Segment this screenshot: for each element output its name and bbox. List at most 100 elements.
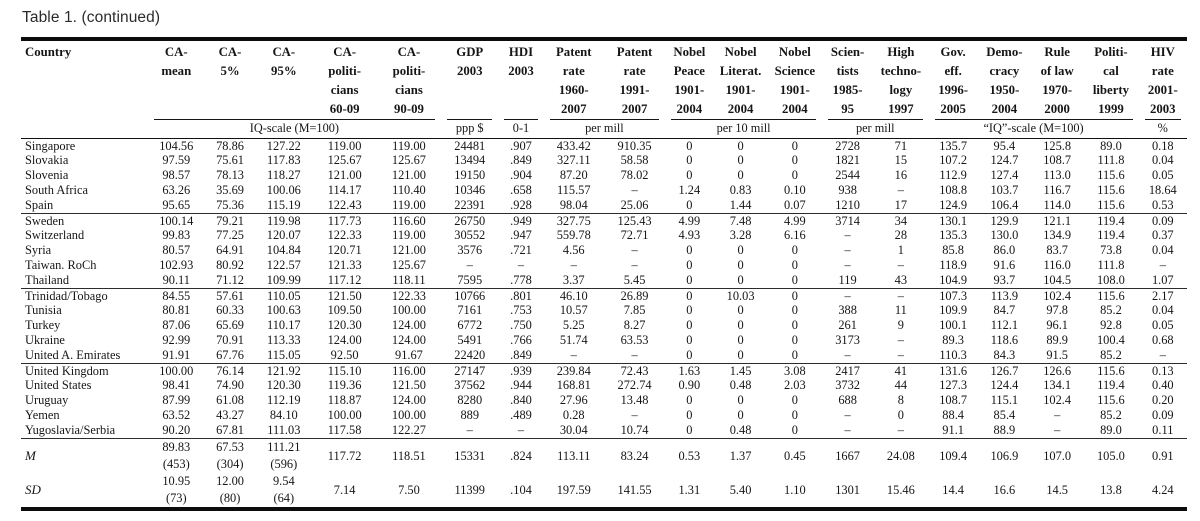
value-cell: .750 — [510, 318, 532, 333]
value-cell: 93.7 — [993, 272, 1016, 287]
value-cell: – — [844, 288, 851, 303]
unit-scale-label: ppp $ — [447, 118, 493, 138]
value-cell: 10.74 — [620, 422, 649, 437]
value-cell: 64.91 — [216, 243, 244, 258]
value-cell: 0 — [791, 333, 798, 347]
summary-value-cell: 14.4 — [942, 482, 964, 497]
value-cell: 104.84 — [266, 243, 301, 258]
value-cell: 80.81 — [162, 303, 191, 318]
value-cell: 28 — [894, 228, 908, 243]
value-cell: 115.6 — [1097, 363, 1125, 378]
value-cell: 433.42 — [556, 138, 591, 153]
value-cell: 108.7 — [1043, 153, 1072, 168]
summary-value-cell: 111.21 (596) — [267, 440, 301, 471]
value-cell: 124.00 — [391, 318, 426, 333]
value-cell: 122.43 — [327, 197, 362, 212]
country-row: Syria 80.57 64.91 104.84 120.71 121.00 3576 .72… — [21, 243, 1187, 258]
value-cell: 84.7 — [993, 303, 1016, 318]
unit-group-cell: per 10 mill — [665, 118, 822, 139]
value-cell: 119.00 — [392, 197, 426, 212]
value-cell: 15 — [894, 153, 908, 168]
unit-scale-label: % — [1144, 118, 1181, 138]
country-name-cell: Sweden — [25, 213, 65, 228]
value-cell: 121.00 — [391, 243, 426, 258]
value-cell: 77.25 — [216, 228, 244, 243]
value-cell: 118.9 — [939, 258, 967, 273]
value-cell: 97.8 — [1046, 303, 1068, 318]
column-header-country: Country — [25, 45, 72, 59]
value-cell: 0 — [737, 393, 744, 408]
summary-value-cell: 13.8 — [1100, 482, 1122, 497]
value-cell: 63.52 — [162, 408, 191, 422]
value-cell: – — [844, 258, 851, 273]
value-cell: 73.8 — [1100, 243, 1122, 258]
value-cell: 0 — [686, 168, 693, 183]
value-cell: 115.6 — [1097, 168, 1125, 183]
value-cell: 1 — [897, 243, 904, 258]
value-cell: 0.48 — [729, 422, 752, 437]
value-cell: 0 — [686, 408, 693, 422]
country-name-cell: Slovenia — [25, 168, 69, 183]
value-cell: 107.3 — [939, 288, 968, 303]
value-cell: 3.08 — [784, 363, 806, 378]
value-cell: 109.50 — [327, 303, 362, 318]
value-cell: 9 — [897, 318, 904, 333]
value-cell: 89.3 — [942, 333, 964, 347]
value-cell: – — [570, 258, 577, 273]
value-cell: .489 — [510, 408, 532, 422]
value-cell: 327.75 — [556, 213, 591, 228]
value-cell: 95.4 — [993, 138, 1016, 153]
value-cell: 84.10 — [269, 408, 298, 422]
value-cell: 119.4 — [1097, 228, 1125, 243]
value-cell: 0 — [686, 318, 693, 333]
value-cell: 119.00 — [392, 228, 426, 243]
value-cell: 67.76 — [216, 347, 244, 362]
value-cell: 91.5 — [1046, 347, 1068, 362]
country-name-cell: South Africa — [25, 183, 88, 198]
country-name-cell: Yemen — [25, 408, 60, 422]
value-cell: 0 — [791, 422, 798, 437]
value-cell: 67.81 — [216, 422, 244, 437]
value-cell: 100.63 — [266, 303, 301, 318]
value-cell: 3173 — [835, 333, 860, 347]
country-row: Slovenia 98.57 78.13 118.27 121.00 121.00 1915… — [21, 168, 1187, 183]
value-cell: 121.00 — [327, 168, 362, 183]
value-cell: 25.06 — [620, 197, 649, 212]
value-cell: – — [844, 422, 851, 437]
value-cell: 102.4 — [1043, 288, 1072, 303]
header-row: Country CA-mean CA- 5% CA- 95% CA-politi-cians… — [21, 39, 1187, 119]
value-cell: 0.05 — [1151, 168, 1174, 183]
value-cell: 24481 — [454, 138, 486, 153]
value-cell: 5.25 — [562, 318, 585, 333]
value-cell: 0 — [791, 138, 798, 153]
value-cell: – — [844, 243, 851, 258]
value-cell: 559.78 — [556, 228, 591, 243]
column-header: Patent rate 1960- 2007 — [555, 45, 592, 116]
value-cell: 0 — [737, 243, 744, 258]
value-cell: 0 — [686, 303, 693, 318]
value-cell: 116.7 — [1043, 183, 1071, 198]
value-cell: 78.86 — [216, 138, 244, 153]
summary-value-cell: 15.46 — [886, 482, 915, 497]
summary-value-cell: 9.54 (64) — [272, 474, 295, 505]
value-cell: 0 — [737, 318, 744, 333]
value-cell: 16 — [894, 168, 908, 183]
value-cell: 89.0 — [1100, 138, 1122, 153]
value-cell: 100.00 — [391, 303, 426, 318]
value-cell: 71.12 — [216, 272, 244, 287]
value-cell: .904 — [510, 168, 532, 183]
value-cell: 111.03 — [267, 422, 301, 437]
column-header: High techno-logy 1997 — [880, 45, 922, 116]
value-cell: 91.91 — [162, 347, 191, 362]
value-cell: 8.27 — [623, 318, 646, 333]
value-cell: 104.9 — [939, 272, 968, 287]
value-cell: 43.27 — [216, 408, 244, 422]
value-cell: 134.9 — [1043, 228, 1072, 243]
value-cell: 109.99 — [266, 272, 301, 287]
value-cell: 0 — [791, 243, 798, 258]
value-cell: 96.1 — [1046, 318, 1068, 333]
value-cell: 100.1 — [939, 318, 968, 333]
value-cell: 26750 — [454, 213, 486, 228]
value-cell: 10.57 — [559, 303, 588, 318]
value-cell: 130.1 — [939, 213, 968, 228]
